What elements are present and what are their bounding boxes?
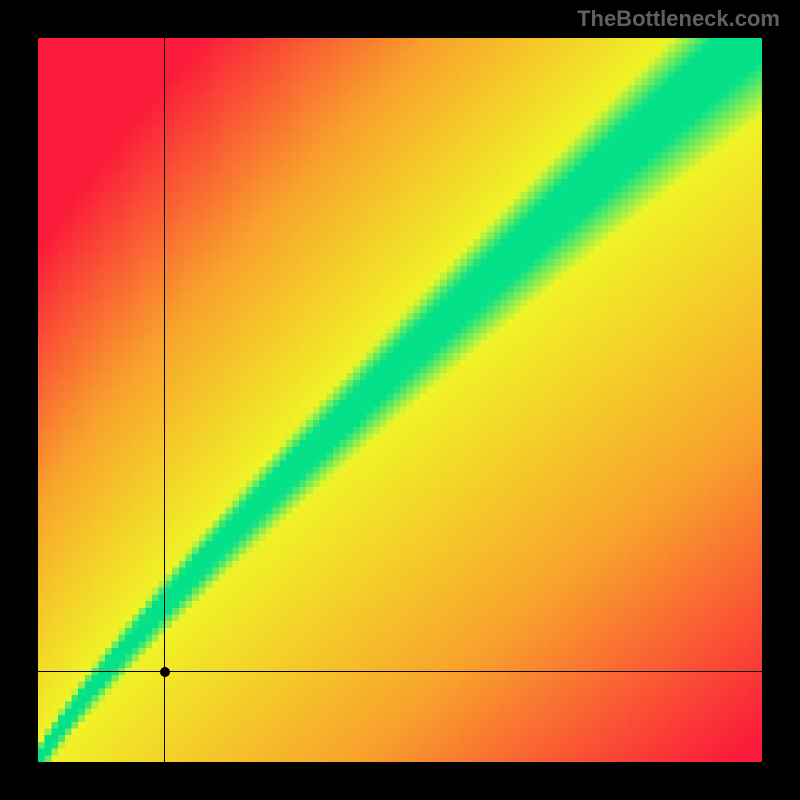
crosshair-horizontal — [38, 671, 762, 672]
heatmap-canvas — [38, 38, 762, 762]
watermark: TheBottleneck.com — [577, 6, 780, 32]
crosshair-point — [160, 667, 170, 677]
crosshair-vertical — [164, 38, 165, 762]
plot-container: TheBottleneck.com — [0, 0, 800, 800]
